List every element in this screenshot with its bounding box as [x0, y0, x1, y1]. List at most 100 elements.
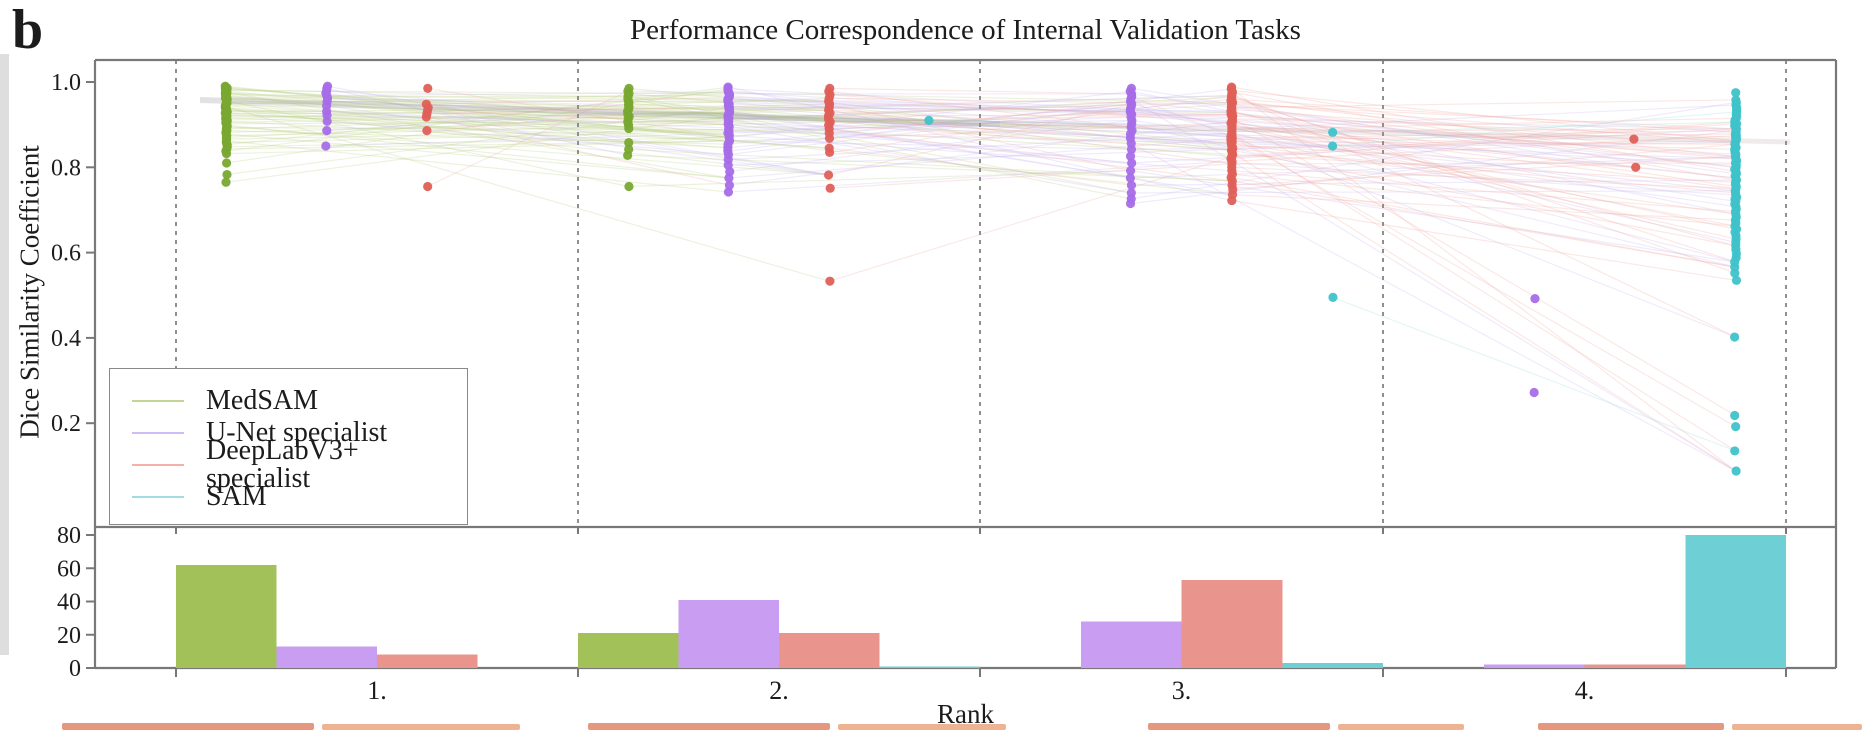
task-line — [829, 97, 1232, 105]
task-line — [728, 95, 1232, 110]
task-line — [1332, 296, 1736, 452]
task-line — [728, 123, 1132, 131]
task-line — [628, 95, 1132, 194]
task-line — [226, 130, 729, 145]
y-tick-label: 0 — [69, 656, 81, 682]
task-line — [1231, 105, 1736, 168]
task-line — [1231, 93, 1736, 338]
legend-item-unet: U-Net specialist — [110, 417, 467, 449]
bar-4-sam — [1685, 535, 1786, 668]
cropped-text-fragment — [838, 724, 1006, 730]
bars-layer — [176, 535, 1786, 668]
task-line — [1231, 100, 1736, 158]
cropped-text-fragment — [1338, 724, 1464, 730]
task-line — [226, 88, 729, 164]
task-line — [1231, 118, 1736, 158]
task-line — [1231, 180, 1736, 268]
scatter-dot — [221, 177, 231, 187]
task-line — [427, 96, 729, 105]
task-line — [226, 120, 729, 149]
task-line — [829, 103, 1132, 134]
task-line — [1231, 149, 1736, 247]
task-line — [829, 163, 1232, 189]
scatter-dots-layer — [220, 81, 1742, 476]
task-line — [426, 90, 629, 188]
task-line — [326, 114, 629, 123]
y-tick-label: 40 — [57, 590, 81, 616]
bar-4-u-net-specialist — [1483, 664, 1585, 668]
scatter-dot — [1730, 332, 1740, 342]
scatter-dot — [221, 149, 232, 159]
task-line — [728, 106, 1232, 112]
task-line — [1231, 95, 1736, 274]
scatter-dot — [423, 83, 433, 93]
cropped-text-fragment — [1148, 723, 1330, 730]
scatter-dot — [322, 126, 332, 136]
task-line — [1231, 176, 1736, 268]
scatter-dot — [1731, 422, 1741, 432]
task-line — [1231, 121, 1736, 158]
scatter-dot — [624, 181, 634, 192]
scatter-dot — [825, 276, 835, 286]
scatter-dot — [1328, 292, 1338, 302]
task-line — [226, 119, 930, 125]
cropped-text-fragment — [1732, 724, 1862, 730]
y-tick-label: 0.6 — [51, 241, 81, 267]
scatter-dot — [1126, 180, 1137, 190]
task-line — [226, 110, 729, 126]
panel-letter-label: b — [12, 0, 44, 61]
task-line — [1231, 117, 1736, 417]
task-line — [226, 124, 729, 179]
bar-2-deeplabv3+-specialist — [779, 633, 880, 668]
task-line — [829, 94, 1232, 124]
task-line — [1231, 117, 1736, 131]
task-line — [1231, 147, 1736, 194]
task-line — [728, 122, 1232, 141]
task-line — [728, 140, 1132, 150]
task-line — [829, 101, 1232, 114]
task-line — [226, 89, 729, 95]
task-line — [226, 97, 729, 104]
task-line — [829, 90, 1132, 128]
task-line — [226, 129, 729, 140]
task-line — [829, 113, 1232, 117]
task-line — [226, 106, 830, 282]
task-line — [929, 119, 1132, 125]
task-line — [1231, 122, 1736, 190]
task-line — [226, 91, 729, 179]
cropped-text-fragment — [1538, 723, 1724, 730]
task-line — [1231, 133, 1736, 141]
task-line — [226, 114, 729, 134]
task-line — [829, 106, 1232, 165]
screenshot-edge-artifact — [0, 54, 9, 655]
bar-3-sam — [1282, 663, 1383, 668]
task-line — [1231, 113, 1736, 160]
legend-label-medsam: MedSAM — [206, 385, 319, 416]
task-line — [1231, 132, 1736, 452]
task-line — [728, 115, 1232, 127]
scatter-dot — [1731, 275, 1742, 285]
bar-3-u-net-specialist — [1080, 621, 1182, 668]
y-tick-label: 80 — [57, 523, 81, 549]
task-line — [1332, 121, 1736, 133]
scatter-dot — [1127, 158, 1137, 168]
task-line — [628, 170, 1132, 188]
task-line — [628, 98, 1132, 200]
scatter-dot — [1529, 387, 1539, 398]
bar-4-deeplabv3+-specialist — [1584, 664, 1686, 668]
task-line — [829, 109, 1132, 128]
task-line — [427, 87, 729, 139]
task-line — [1231, 130, 1736, 139]
task-line — [728, 132, 1232, 161]
task-line — [728, 100, 1132, 113]
task-line — [226, 100, 629, 188]
task-line — [226, 136, 729, 148]
task-line — [728, 160, 1232, 193]
legend-line-swatch-medsam — [132, 399, 184, 403]
y-tick-label: 0.4 — [51, 326, 81, 352]
scatter-dot — [825, 183, 835, 193]
task-line — [1231, 99, 1736, 109]
task-line — [1231, 123, 1736, 160]
task-line — [226, 115, 729, 183]
scatter-dot — [924, 115, 934, 125]
